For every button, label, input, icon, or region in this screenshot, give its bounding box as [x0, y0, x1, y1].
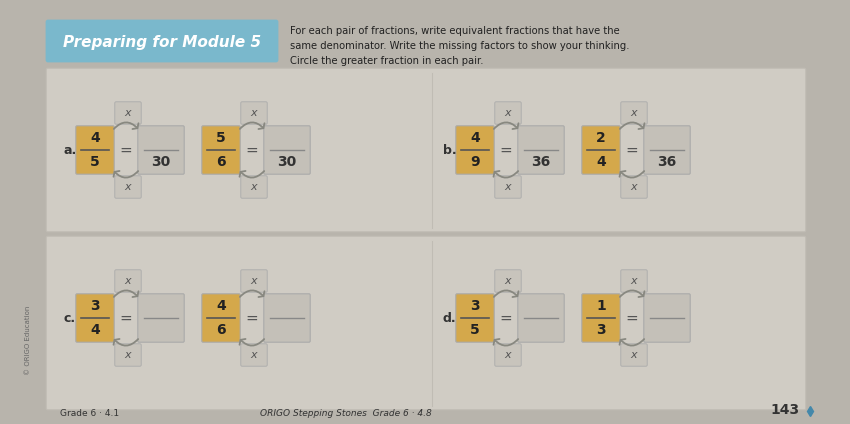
- FancyBboxPatch shape: [46, 20, 279, 62]
- Text: 4: 4: [596, 154, 606, 168]
- FancyBboxPatch shape: [456, 126, 494, 174]
- FancyBboxPatch shape: [456, 294, 494, 342]
- Text: x: x: [251, 276, 258, 286]
- Text: 4: 4: [216, 299, 226, 313]
- FancyBboxPatch shape: [264, 126, 310, 174]
- Text: =: =: [246, 142, 258, 157]
- Text: a.: a.: [63, 143, 76, 156]
- FancyBboxPatch shape: [138, 126, 184, 174]
- Text: x: x: [631, 350, 638, 360]
- Text: x: x: [125, 108, 131, 118]
- FancyBboxPatch shape: [241, 176, 267, 198]
- Text: x: x: [505, 276, 512, 286]
- FancyBboxPatch shape: [138, 294, 184, 342]
- FancyBboxPatch shape: [643, 126, 690, 174]
- FancyBboxPatch shape: [115, 102, 141, 124]
- Text: x: x: [125, 182, 131, 192]
- Text: x: x: [505, 108, 512, 118]
- Text: x: x: [251, 182, 258, 192]
- Text: 4: 4: [90, 323, 100, 337]
- FancyBboxPatch shape: [518, 126, 564, 174]
- Text: 30: 30: [277, 154, 297, 168]
- Text: For each pair of fractions, write equivalent fractions that have the
same denomi: For each pair of fractions, write equiva…: [290, 26, 630, 66]
- Text: 5: 5: [90, 154, 100, 168]
- FancyBboxPatch shape: [620, 176, 647, 198]
- Text: x: x: [251, 350, 258, 360]
- Text: 6: 6: [216, 323, 226, 337]
- FancyBboxPatch shape: [581, 294, 620, 342]
- Text: 6: 6: [216, 154, 226, 168]
- FancyBboxPatch shape: [495, 344, 521, 366]
- FancyBboxPatch shape: [115, 270, 141, 292]
- Text: 9: 9: [470, 154, 479, 168]
- Text: 3: 3: [596, 323, 606, 337]
- Text: =: =: [246, 310, 258, 326]
- Text: ORIGO Stepping Stones  Grade 6 · 4.8: ORIGO Stepping Stones Grade 6 · 4.8: [260, 410, 432, 418]
- Text: x: x: [631, 182, 638, 192]
- Text: x: x: [631, 276, 638, 286]
- FancyBboxPatch shape: [115, 344, 141, 366]
- Text: =: =: [626, 310, 638, 326]
- FancyBboxPatch shape: [76, 126, 114, 174]
- Text: 2: 2: [596, 131, 606, 145]
- Text: Grade 6 · 4.1: Grade 6 · 4.1: [60, 410, 119, 418]
- Text: =: =: [500, 310, 513, 326]
- Text: =: =: [120, 310, 133, 326]
- Text: 5: 5: [470, 323, 480, 337]
- FancyBboxPatch shape: [620, 344, 647, 366]
- Text: b.: b.: [443, 143, 456, 156]
- Text: 143: 143: [771, 403, 800, 417]
- Text: =: =: [500, 142, 513, 157]
- Text: 36: 36: [531, 154, 551, 168]
- Text: =: =: [626, 142, 638, 157]
- FancyBboxPatch shape: [201, 126, 241, 174]
- Text: 5: 5: [216, 131, 226, 145]
- Text: c.: c.: [63, 312, 75, 324]
- Text: 4: 4: [470, 131, 480, 145]
- Text: 30: 30: [151, 154, 171, 168]
- Text: 3: 3: [470, 299, 479, 313]
- FancyBboxPatch shape: [115, 176, 141, 198]
- Text: 4: 4: [90, 131, 100, 145]
- FancyBboxPatch shape: [241, 344, 267, 366]
- FancyBboxPatch shape: [76, 294, 114, 342]
- FancyBboxPatch shape: [46, 236, 806, 410]
- Text: © ORIGO Education: © ORIGO Education: [25, 305, 31, 375]
- FancyBboxPatch shape: [495, 270, 521, 292]
- FancyBboxPatch shape: [495, 102, 521, 124]
- FancyBboxPatch shape: [518, 294, 564, 342]
- FancyBboxPatch shape: [620, 102, 647, 124]
- Text: =: =: [120, 142, 133, 157]
- Text: d.: d.: [443, 312, 456, 324]
- Text: x: x: [505, 182, 512, 192]
- FancyBboxPatch shape: [581, 126, 620, 174]
- Text: x: x: [125, 350, 131, 360]
- Text: 1: 1: [596, 299, 606, 313]
- FancyBboxPatch shape: [495, 176, 521, 198]
- Text: x: x: [251, 108, 258, 118]
- Text: x: x: [125, 276, 131, 286]
- FancyBboxPatch shape: [620, 270, 647, 292]
- FancyBboxPatch shape: [264, 294, 310, 342]
- Text: x: x: [631, 108, 638, 118]
- Text: x: x: [505, 350, 512, 360]
- FancyBboxPatch shape: [241, 102, 267, 124]
- FancyBboxPatch shape: [201, 294, 241, 342]
- Text: 3: 3: [90, 299, 99, 313]
- FancyBboxPatch shape: [643, 294, 690, 342]
- Text: 36: 36: [657, 154, 677, 168]
- FancyBboxPatch shape: [241, 270, 267, 292]
- FancyBboxPatch shape: [46, 68, 806, 232]
- Text: Preparing for Module 5: Preparing for Module 5: [63, 34, 261, 50]
